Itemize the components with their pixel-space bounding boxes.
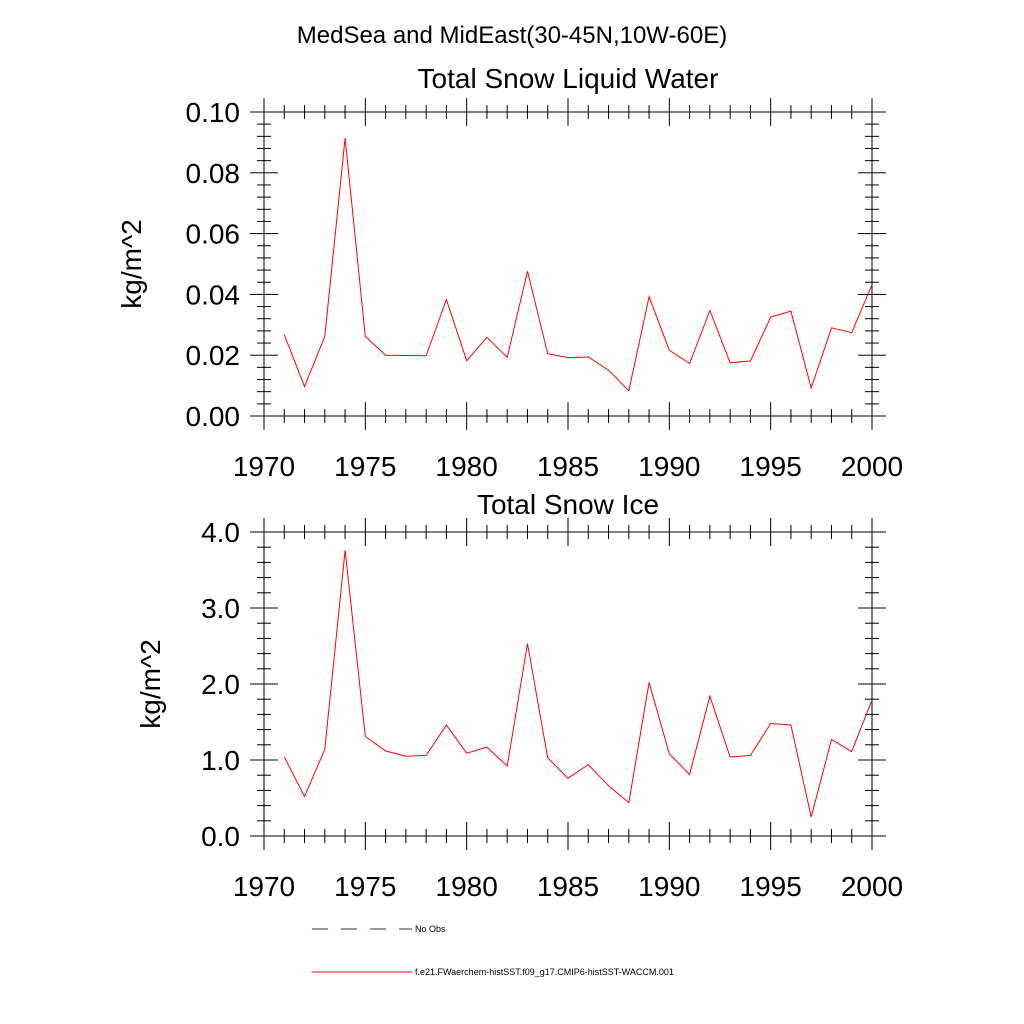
y-tick-label: 2.0 [201, 669, 240, 700]
plot-frame [263, 111, 873, 417]
x-tick-label: 1985 [537, 451, 599, 482]
y-tick-label: 1.0 [201, 745, 240, 776]
chart-panel-1: Total Snow Liquid Water 1970 1975 1980 1985 1… [116, 63, 903, 482]
series-line-1 [283, 138, 873, 392]
y-tick-label: 0.00 [186, 401, 241, 432]
panel-title: Total Snow Liquid Water [418, 63, 719, 94]
x-tick-label: 1970 [233, 871, 295, 902]
y-tick-label: 0.0 [201, 821, 240, 852]
x-tick-label: 1980 [436, 871, 498, 902]
x-tick-label: 1995 [740, 871, 802, 902]
y-tick-label: 0.06 [186, 219, 241, 250]
chart-panels: Total Snow Liquid Water 1970 1975 1980 1985 1… [116, 63, 903, 902]
plot-frame [263, 531, 873, 837]
y-axis-label: kg/m^2 [135, 639, 166, 728]
legend: No Obs f.e21.FWaerchem-histSST.f09_g17.CM… [312, 924, 674, 977]
y-tick-label: 0.04 [186, 279, 241, 310]
x-tick-label: 1995 [740, 451, 802, 482]
panel-title: Total Snow Ice [477, 489, 659, 520]
y-tick-label: 0.02 [186, 340, 241, 371]
x-tick-label: 1975 [334, 871, 396, 902]
x-tick-label: 1990 [638, 871, 700, 902]
x-tick-label: 1980 [436, 451, 498, 482]
x-tick-label: 2000 [841, 871, 903, 902]
x-tick-label: 1990 [638, 451, 700, 482]
y-tick-label: 0.10 [186, 97, 241, 128]
y-axis-label: kg/m^2 [116, 219, 147, 308]
y-tick-label: 3.0 [201, 593, 240, 624]
x-tick-label: 1975 [334, 451, 396, 482]
series-line-1 [283, 550, 873, 818]
y-tick-label: 0.08 [186, 158, 241, 189]
x-tick-label: 1970 [233, 451, 295, 482]
legend-label: No Obs [415, 924, 446, 934]
x-tick-label: 2000 [841, 451, 903, 482]
x-tick-label: 1985 [537, 871, 599, 902]
y-tick-label: 4.0 [201, 517, 240, 548]
main-title: MedSea and MidEast(30-45N,10W-60E) [297, 22, 727, 49]
legend-label: f.e21.FWaerchem-histSST.f09_g17.CMIP6-hi… [415, 967, 674, 977]
chart-panel-2: Total Snow Ice 1970 1975 1980 1985 1990 1995 20… [135, 489, 903, 902]
